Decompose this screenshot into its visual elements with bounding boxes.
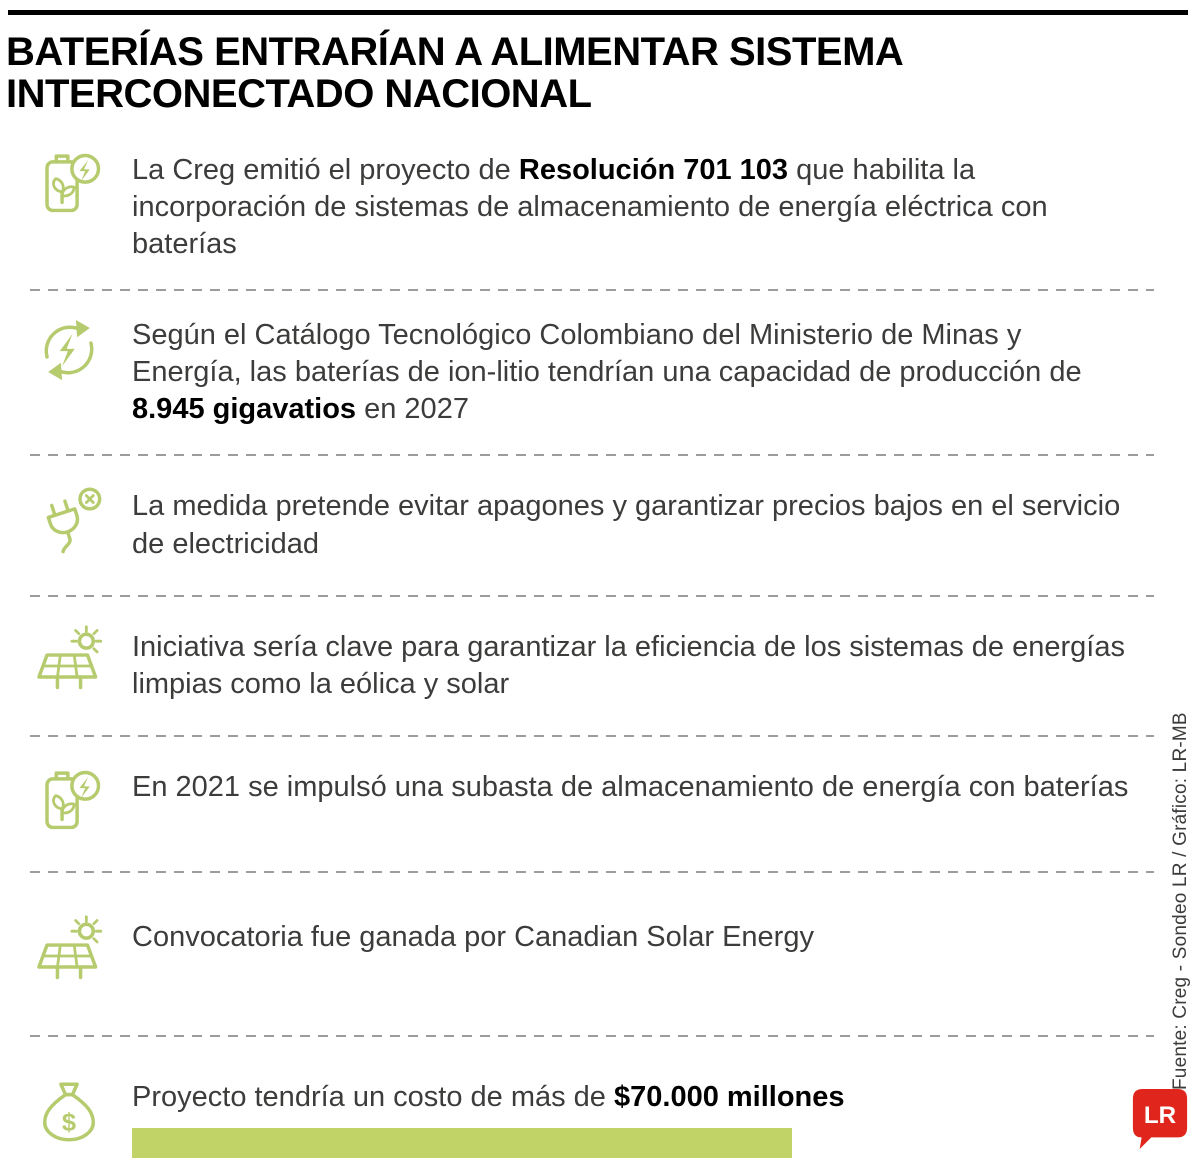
logo-bubble xyxy=(1132,1089,1188,1149)
item-text: En 2021 se impulsó una subasta de almace… xyxy=(132,769,1128,806)
battery-charging-icon xyxy=(26,148,112,222)
text-segment: Convocatoria fue ganada por Canadian Sol… xyxy=(132,920,814,953)
text-segment: La medida pretende evitar apagones y gar… xyxy=(132,490,1121,560)
solar-panel-icon xyxy=(26,625,112,699)
text-segment: Proyecto tendría un costo de más de xyxy=(132,1080,614,1113)
dashed-separator xyxy=(30,289,1154,292)
text-segment: que habilita la incorporación de sistema… xyxy=(132,153,1048,260)
cost-highlight-bar xyxy=(132,1127,792,1158)
list-item: En 2021 se impulsó una subasta de almace… xyxy=(0,737,1200,871)
dashed-separator xyxy=(30,1034,1154,1037)
item-text: Proyecto tendría un costo de más de $70.… xyxy=(132,1079,1137,1116)
source-credit: Fuente: Creg - Sondeo LR / Gráfico: LR-M… xyxy=(1170,712,1191,1090)
money-symbol: $ xyxy=(62,1108,76,1136)
dashed-separator xyxy=(30,454,1154,457)
highlight-text: Resolución 701 103 xyxy=(518,153,789,186)
battery-charging-icon xyxy=(26,765,112,839)
highlight-text: 8.945 gigavatios xyxy=(132,393,357,426)
item-text: La Creg emitió el proyecto de Resolución… xyxy=(132,152,1137,263)
highlight-text: $70.000 millones xyxy=(614,1080,845,1113)
item-text-column: Proyecto tendría un costo de más de $70.… xyxy=(132,1079,1140,1158)
item-text: Según el Catálogo Tecnológico Colombiano… xyxy=(132,317,1137,428)
top-rule xyxy=(8,10,1188,15)
logo-text: LR xyxy=(1144,1102,1176,1129)
item-text: Convocatoria fue ganada por Canadian Sol… xyxy=(132,919,814,956)
item-text: La medida pretende evitar apagones y gar… xyxy=(132,488,1137,562)
list-item: Iniciativa sería clave para garantizar l… xyxy=(0,597,1200,735)
text-segment: en 2027 xyxy=(356,393,469,426)
info-list: La Creg emitió el proyecto de Resolución… xyxy=(0,126,1200,1169)
text-segment: En 2021 se impulsó una subasta de almace… xyxy=(132,770,1129,803)
dashed-separator xyxy=(30,870,1154,873)
money-bag-icon: $ xyxy=(26,1075,112,1149)
energy-cycle-icon xyxy=(26,313,112,387)
list-item: $ Proyecto tendría un costo de más de $7… xyxy=(0,1037,1200,1169)
plug-outage-icon xyxy=(26,484,112,558)
solar-panel-icon xyxy=(26,915,112,989)
list-item: Según el Catálogo Tecnológico Colombiano… xyxy=(0,291,1200,454)
title-line-2: INTERCONECTADO NACIONAL xyxy=(6,72,592,117)
text-segment: Iniciativa sería clave para garantizar l… xyxy=(132,630,1125,700)
item-text: Iniciativa sería clave para garantizar l… xyxy=(132,629,1137,703)
dashed-separator xyxy=(30,734,1154,737)
text-segment: Según el Catálogo Tecnológico Colombiano… xyxy=(132,319,1082,389)
list-item: La Creg emitió el proyecto de Resolución… xyxy=(0,126,1200,289)
title-line-1: BATERÍAS ENTRARÍAN A ALIMENTAR SISTEMA xyxy=(6,30,904,74)
dashed-separator xyxy=(30,594,1154,597)
page-title: BATERÍAS ENTRARÍAN A ALIMENTAR SISTEMA I… xyxy=(6,31,1160,116)
list-item: La medida pretende evitar apagones y gar… xyxy=(0,456,1200,594)
list-item: Convocatoria fue ganada por Canadian Sol… xyxy=(0,873,1200,1035)
lr-logo: LR xyxy=(1130,1087,1190,1153)
text-segment: La Creg emitió el proyecto de xyxy=(132,153,519,186)
